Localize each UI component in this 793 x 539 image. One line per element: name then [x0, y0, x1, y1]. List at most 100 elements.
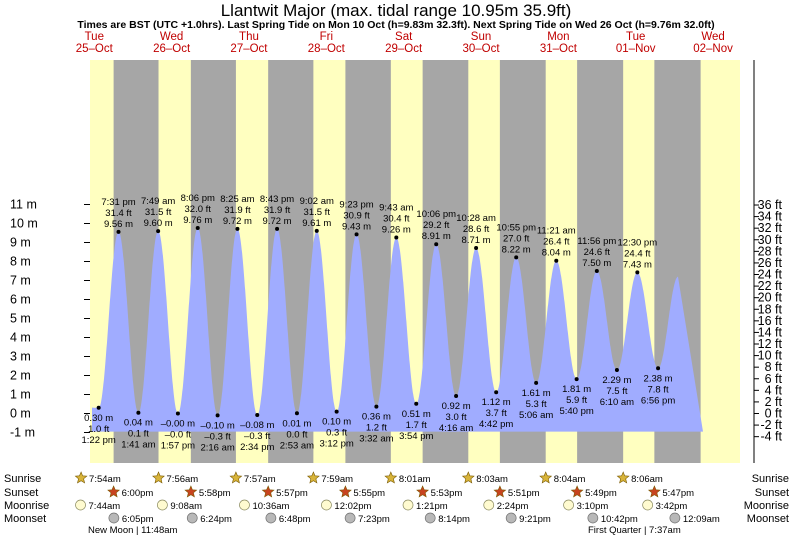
right-axis-area	[740, 60, 793, 463]
high-tide-ft: 31.4 ft	[105, 208, 132, 219]
sunrise-icon	[384, 471, 398, 484]
sunrise-time: 8:01am	[399, 474, 431, 485]
high-tide-m: 9.60 m	[144, 218, 173, 229]
y-tick-label-m: 4 m	[10, 331, 31, 345]
high-tide-m: 8.91 m	[422, 231, 451, 242]
low-tide-time: 3:12 pm	[319, 439, 353, 450]
sunrise-time: 7:59am	[321, 474, 353, 485]
high-tide-m: 9.76 m	[183, 215, 212, 226]
high-tide-ft: 31.9 ft	[264, 205, 291, 216]
day-date-label: 27–Oct	[230, 43, 268, 55]
y-tick-label-ft: 2 ft	[765, 395, 783, 409]
sunset-icon	[338, 485, 352, 498]
low-tide-time: 4:42 pm	[479, 419, 513, 430]
low-tide-point	[215, 413, 220, 418]
day-name-label: Tue	[85, 31, 104, 43]
moonrise-time: 10:36am	[252, 501, 289, 512]
low-tide-m: 1.12 m	[482, 397, 511, 408]
day-name-label: Sat	[395, 31, 413, 43]
day-date-label: 26–Oct	[153, 43, 191, 55]
low-tide-m: 1.81 m	[562, 384, 591, 395]
row-label-right-moonrise: Moonrise	[744, 500, 789, 512]
moonset-time: 9:21pm	[519, 514, 551, 525]
high-tide-time: 8:25 am	[220, 194, 254, 205]
moonset-icon	[108, 512, 120, 524]
day-date-label: 02–Nov	[693, 43, 733, 55]
sunset-icon	[107, 485, 121, 498]
y-tick-label-ft: 14 ft	[758, 325, 783, 339]
sunrise-icon	[461, 471, 475, 484]
high-tide-point	[474, 246, 479, 251]
high-tide-point	[354, 232, 359, 237]
y-tick-label-m: 9 m	[10, 236, 31, 250]
low-tide-point	[374, 404, 379, 409]
tide-area	[92, 228, 703, 432]
low-tide-ft: 5.3 ft	[526, 399, 547, 410]
day-date-label: 29–Oct	[385, 43, 423, 55]
sunset-time: 5:55pm	[353, 488, 385, 499]
low-tide-ft: 5.9 ft	[566, 395, 587, 406]
tide-curve-layer	[92, 228, 703, 432]
high-tide-time: 8:06 pm	[181, 193, 215, 204]
high-tide-m: 8.22 m	[502, 244, 531, 255]
high-tide-ft: 29.2 ft	[423, 220, 450, 231]
sunset-time: 5:49pm	[585, 488, 617, 499]
moonset-icon	[505, 512, 517, 524]
day-name-label: Tue	[626, 31, 645, 43]
sunset-time: 5:57pm	[276, 488, 308, 499]
low-tide-ft: 3.7 ft	[486, 408, 507, 419]
moonset-icon	[424, 512, 436, 524]
moonset-icon	[265, 512, 277, 524]
high-tide-time: 7:49 am	[141, 196, 175, 207]
day-date-label: 28–Oct	[308, 43, 346, 55]
low-tide-m: 0.51 m	[402, 409, 431, 420]
high-tide-time: 9:02 am	[300, 196, 334, 207]
low-tide-ft: 0.0 ft	[286, 429, 307, 440]
low-tide-time: 2:53 am	[280, 440, 314, 451]
high-tide-ft: 28.6 ft	[463, 224, 490, 235]
y-tick-label-m: 1 m	[10, 388, 31, 402]
y-tick-label-m: 11 m	[10, 198, 37, 212]
low-tide-m: –0.10 m	[200, 420, 234, 431]
row-label-right-sunrise: Sunrise	[752, 473, 789, 485]
sunrise-icon	[74, 471, 88, 484]
y-tick-label-ft: 12 ft	[758, 337, 783, 351]
sunrise-icon	[616, 471, 630, 484]
high-tide-point	[554, 258, 559, 263]
high-tide-m: 9.61 m	[302, 218, 331, 229]
sunrise-time: 8:03am	[476, 474, 508, 485]
y-tick-label-ft: 18 ft	[758, 302, 783, 316]
y-tick-label-ft: 26 ft	[758, 256, 783, 270]
high-tide-point	[235, 226, 240, 231]
sunrise-icon	[539, 471, 553, 484]
high-tide-ft: 30.9 ft	[343, 210, 370, 221]
moon-phase-label: New Moon | 11:48am	[88, 525, 178, 536]
high-tide-point	[314, 228, 319, 233]
low-tide-point	[255, 413, 260, 418]
high-tide-time: 12:30 pm	[618, 237, 658, 248]
moonrise-icon	[483, 499, 495, 511]
high-tide-point	[594, 269, 599, 273]
high-tide-point	[116, 229, 121, 234]
sunset-icon	[493, 485, 507, 498]
y-tick-label-m: 7 m	[10, 274, 31, 288]
low-tide-m: –0.00 m	[161, 419, 195, 430]
low-tide-point	[96, 405, 101, 410]
moonset-icon	[587, 512, 599, 524]
day-name-label: Fri	[320, 31, 333, 43]
sunset-icon	[261, 485, 275, 498]
row-label-left-moonset: Moonset	[4, 513, 46, 525]
high-tide-time: 10:28 am	[456, 213, 496, 224]
low-tide-ft: 1.2 ft	[366, 423, 387, 434]
high-tide-m: 9.56 m	[104, 219, 133, 230]
y-tick-label-m: -1 m	[10, 426, 35, 440]
sunset-time: 5:53pm	[431, 488, 463, 499]
low-tide-time: 5:40 pm	[559, 406, 593, 417]
low-tide-ft: –0.3 ft	[244, 431, 271, 442]
high-tide-ft: 31.5 ft	[145, 207, 172, 218]
y-tick-label-m: 10 m	[10, 217, 38, 231]
day-name-label: Thu	[239, 31, 259, 43]
